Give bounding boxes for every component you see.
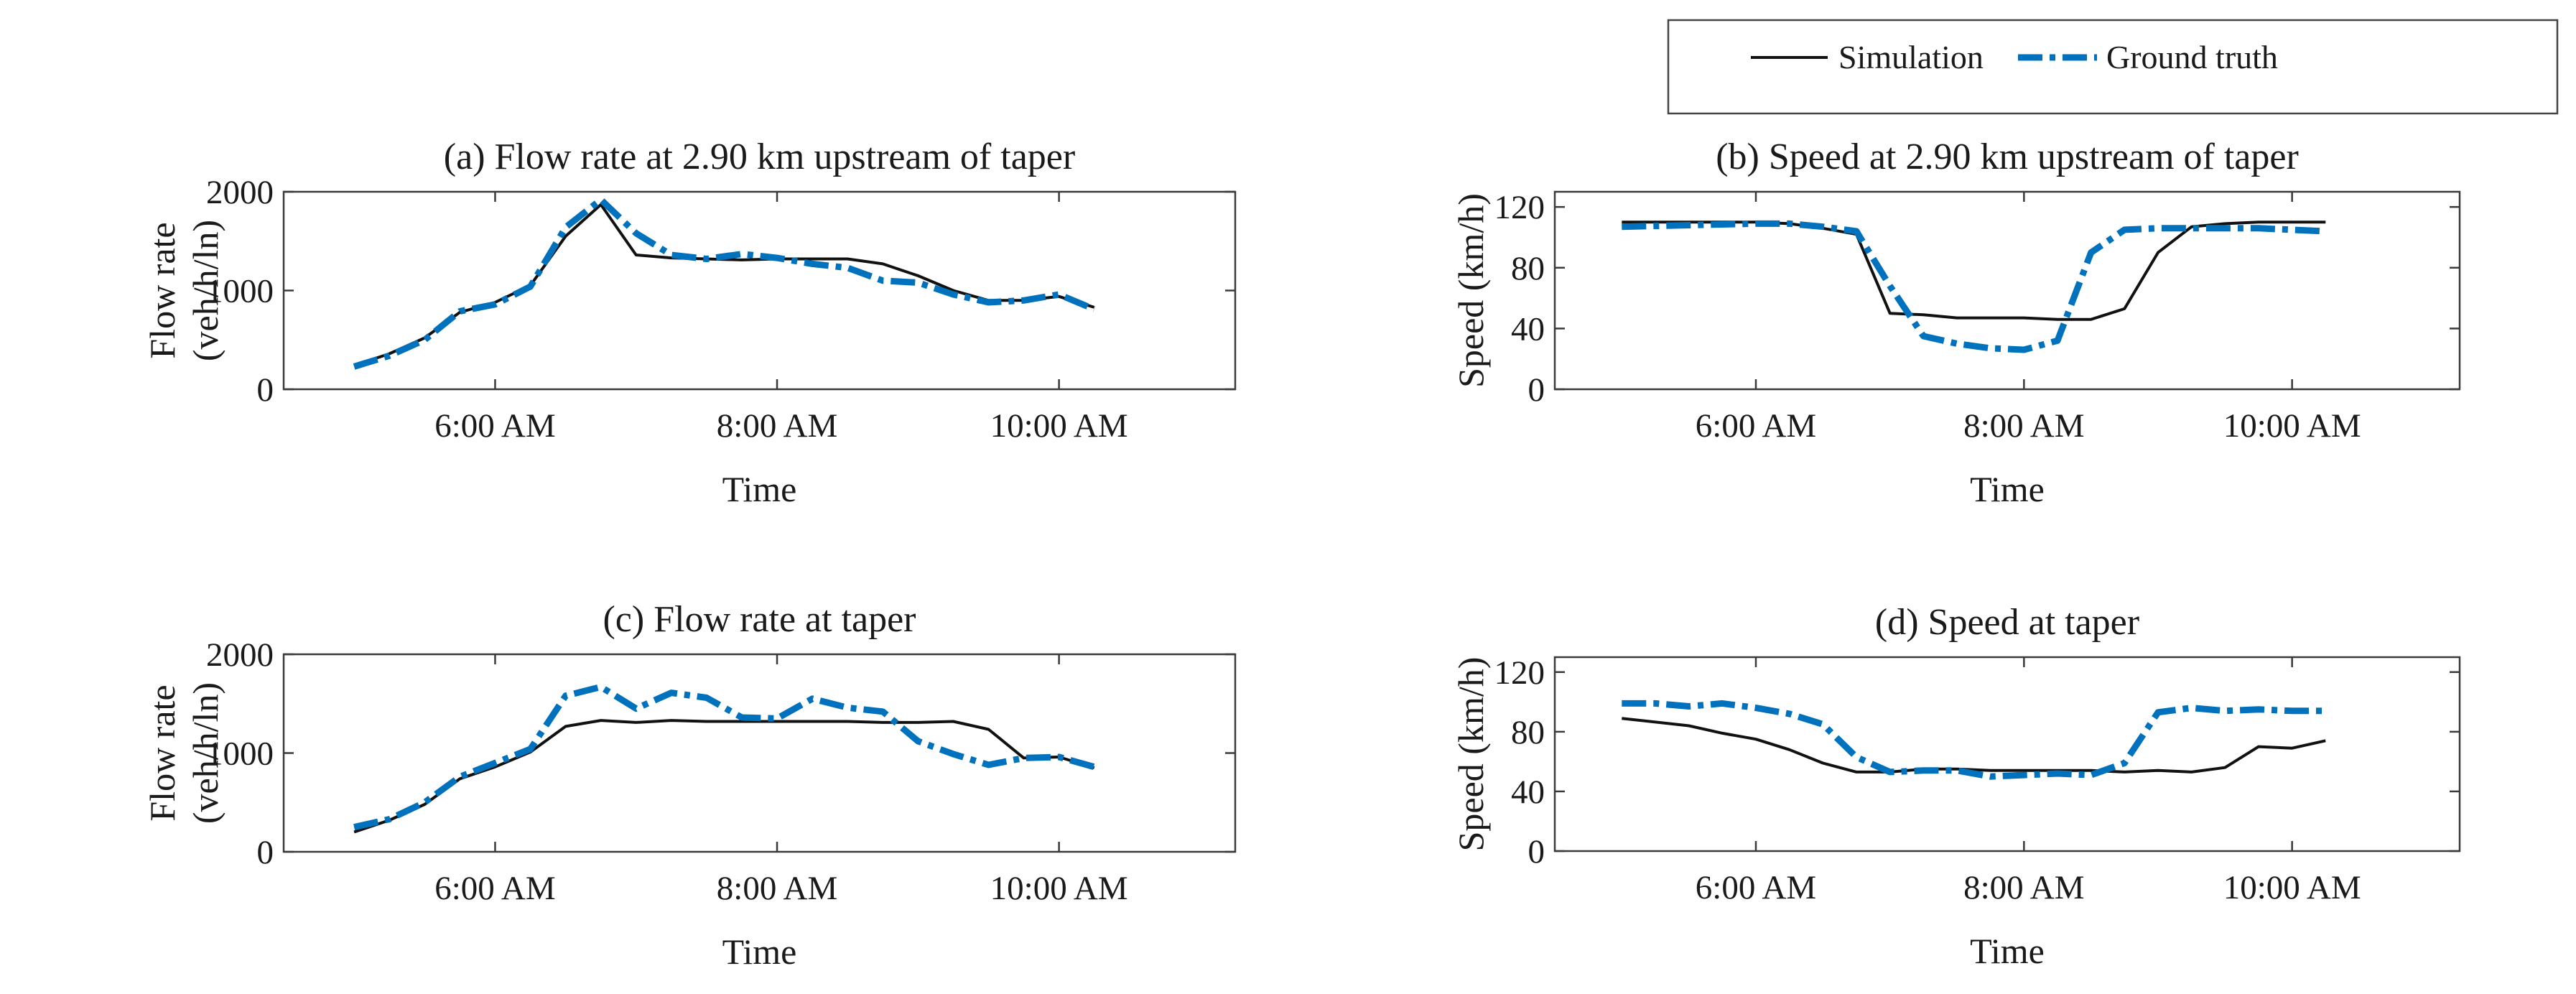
series-line-ground-truth [1622,700,2326,780]
x-axis-label: Time [722,932,797,972]
x-axis-label: Time [1970,469,2045,509]
x-axis-label: Time [1970,931,2045,971]
x-tick-label: 10:00 AM [990,870,1128,907]
y-tick-label: 80 [1511,250,1545,287]
y-axis-label: Speed (km/h) [1451,657,1491,852]
y-tick-label: 40 [1511,774,1545,811]
x-axis-label: Time [722,469,797,509]
y-tick-label: 120 [1494,654,1545,692]
y-tick-label: 0 [257,834,274,871]
series-line-ground-truth [353,196,1096,370]
panels: (a) Flow rate at 2.90 km upstream of tap… [142,136,2461,972]
y-axis-label: Flow rate [142,222,182,358]
legend-simulation-label: Simulation [1838,39,1984,75]
x-tick-label: 10:00 AM [2223,869,2361,906]
x-tick-label: 8:00 AM [1963,869,2084,906]
x-tick-label: 10:00 AM [2223,407,2361,445]
x-tick-label: 6:00 AM [1696,869,1816,906]
y-tick-label: 0 [257,371,274,409]
y-tick-label: 0 [1528,833,1545,870]
y-tick-label: 0 [1528,371,1545,409]
y-axis-label: Speed (km/h) [1451,193,1491,388]
y-tick-label: 1000 [206,735,274,773]
legend: Simulation Ground truth [1667,19,2559,115]
legend-box [1667,19,2559,115]
axes-box [1553,656,2461,853]
x-tick-label: 8:00 AM [717,407,837,445]
series-line-simulation [1622,717,2326,774]
x-tick-label: 8:00 AM [1963,407,2084,445]
y-tick-label: 2000 [206,636,274,674]
chart-title: (a) Flow rate at 2.90 km upstream of tap… [444,136,1075,177]
series-line-simulation [1622,220,2326,321]
x-tick-label: 6:00 AM [434,407,555,445]
chart-panel-d: (d) Speed at taper 0 40 80 120 6:00 AM 8:00 AM… [1451,602,2461,971]
y-axis-label: Flow rate [142,684,182,821]
y-axis-label-units: (veh/h/ln) [185,220,225,361]
x-tick-label: 8:00 AM [717,870,837,907]
chart-title: (b) Speed at 2.90 km upstream of taper [1716,136,2299,177]
series-line-ground-truth [1622,220,2326,353]
chart-title: (c) Flow rate at taper [603,599,916,640]
chart-title: (d) Speed at taper [1875,602,2139,643]
y-axis-label-units: (veh/h/ln) [185,682,225,824]
y-tick-label: 120 [1494,189,1545,226]
legend-ground-truth-label: Ground truth [2106,39,2278,75]
y-tick-label: 80 [1511,714,1545,751]
y-tick-label: 2000 [206,174,274,211]
series-line-ground-truth [353,683,1095,830]
x-tick-label: 10:00 AM [990,407,1128,445]
y-tick-label: 40 [1511,310,1545,348]
chart-panel-a: (a) Flow rate at 2.90 km upstream of tap… [142,136,1237,509]
x-tick-label: 6:00 AM [434,870,555,907]
x-tick-label: 6:00 AM [1696,407,1816,445]
y-tick-label: 1000 [206,273,274,310]
axes-box [1553,190,2461,391]
chart-panel-c: (c) Flow rate at taper 0 1000 2000 6:00 AM 8:… [142,599,1237,972]
chart-panel-b: (b) Speed at 2.90 km upstream of taper 0 4… [1451,136,2461,509]
